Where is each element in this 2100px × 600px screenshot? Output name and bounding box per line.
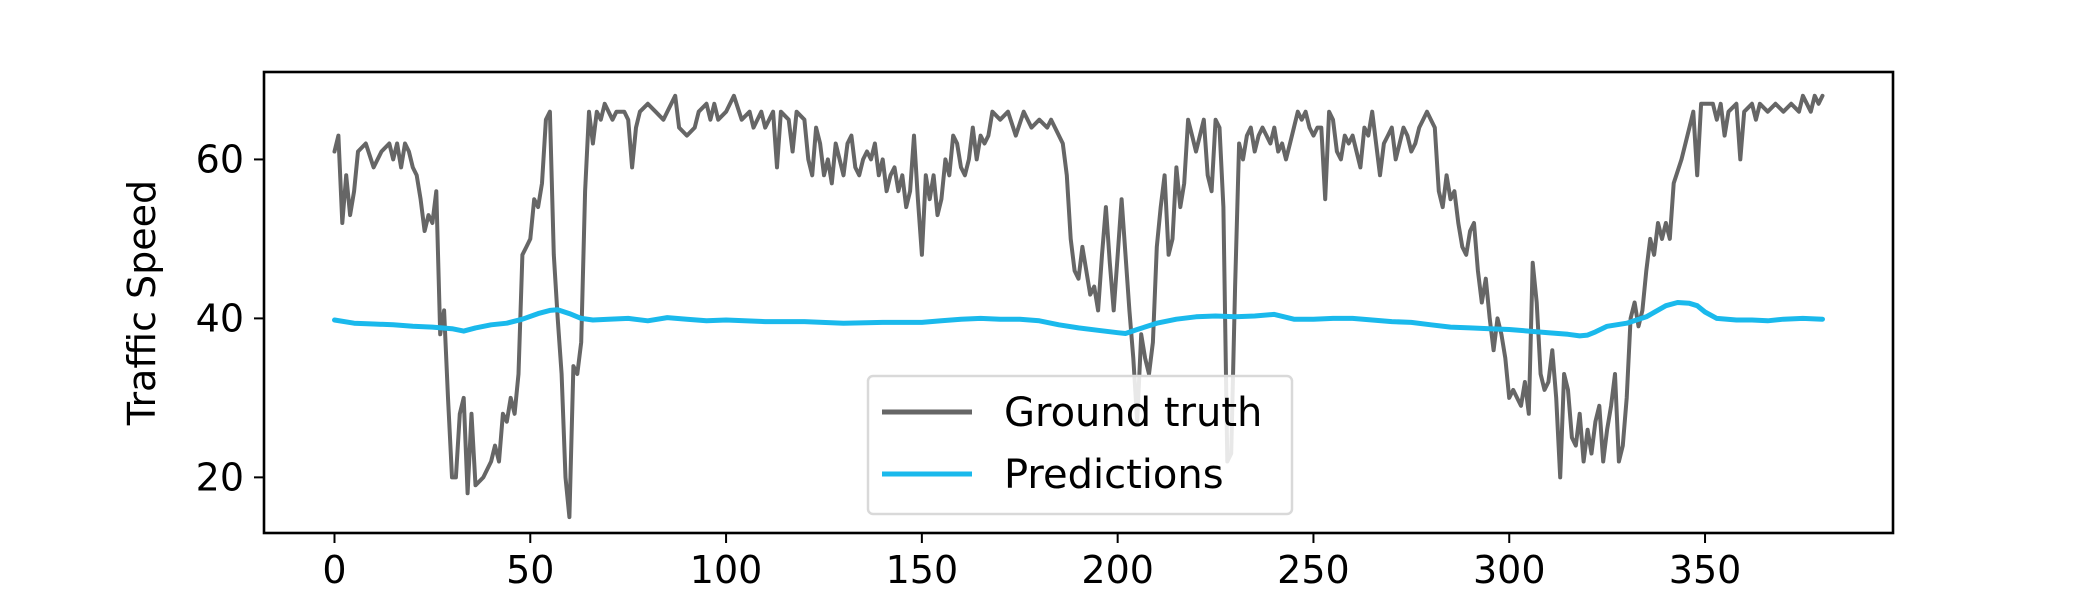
- y-tick-label: 60: [196, 137, 244, 181]
- plot-series: [332, 93, 1825, 520]
- series-line-predictions: [332, 300, 1825, 339]
- x-tick-label: 150: [886, 548, 959, 592]
- x-axis-ticks: 0 50 100 150 200 250 300 350: [322, 533, 1741, 592]
- x-tick-label: 300: [1473, 548, 1546, 592]
- legend-label-ground-truth: Ground truth: [1004, 390, 1262, 436]
- legend-box: [866, 374, 1294, 516]
- x-tick-label: 100: [690, 548, 763, 592]
- legend: Ground truth Predictions: [866, 374, 1294, 516]
- x-tick-label: 50: [506, 548, 554, 592]
- plot-frame: [262, 70, 1895, 535]
- y-axis-label: Traffic Speed: [120, 180, 164, 426]
- x-tick-label: 200: [1081, 548, 1154, 592]
- y-axis-ticks: 20 40 60: [196, 137, 264, 499]
- y-tick-label: 20: [196, 455, 244, 499]
- x-tick-label: 350: [1669, 548, 1742, 592]
- legend-label-predictions: Predictions: [1004, 452, 1224, 498]
- x-tick-label: 250: [1277, 548, 1350, 592]
- x-tick-label: 0: [322, 548, 346, 592]
- y-tick-label: 40: [196, 296, 244, 340]
- series-line-ground-truth: [332, 93, 1825, 520]
